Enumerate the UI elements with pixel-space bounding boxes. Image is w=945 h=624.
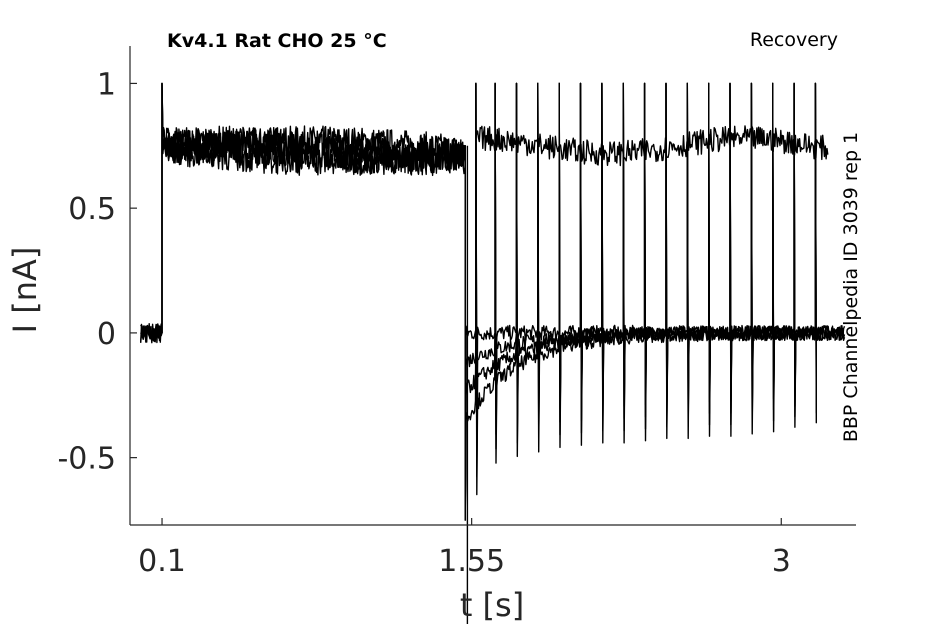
dataset-id-label: BBP Channelpedia ID 3039 rep 1: [840, 132, 862, 442]
recovery-sustained-band: [475, 125, 829, 167]
x-tick-label: 1.55: [438, 544, 505, 579]
y-tick-label: 0.5: [68, 192, 116, 227]
x-tick-label: 0.1: [138, 544, 186, 579]
y-tick-label: 0: [97, 317, 116, 352]
current-sweep: [140, 82, 846, 521]
y-axis-label: I [nA]: [6, 247, 44, 334]
x-axis-label: t [s]: [460, 586, 524, 624]
current-traces: [140, 82, 846, 624]
y-tick-label: 1: [97, 67, 116, 102]
chart-title: Kv4.1 Rat CHO 25 °C: [167, 30, 387, 52]
y-tick-label: -0.5: [57, 442, 116, 477]
y-ticks: 1 0.5 0 -0.5: [57, 67, 137, 477]
chart-condition-label: Recovery: [750, 29, 838, 51]
x-tick-label: 3: [772, 544, 791, 579]
current-sweep: [140, 82, 846, 521]
x-ticks: 0.1 1.55 3: [138, 518, 791, 579]
